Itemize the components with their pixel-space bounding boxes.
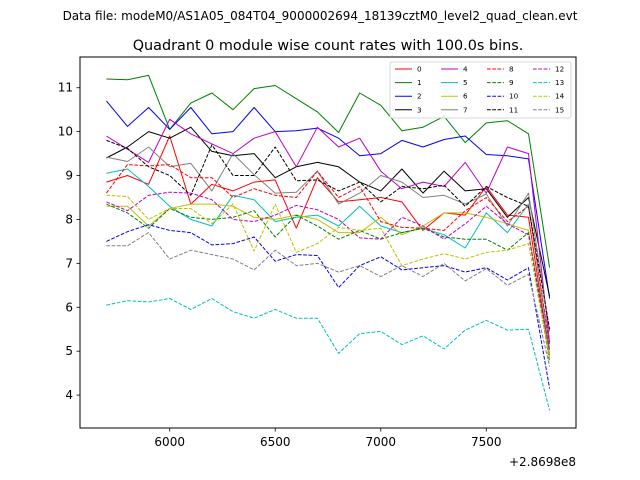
x-tick-label: 7000	[365, 435, 396, 449]
legend-label-9: 9	[509, 78, 514, 87]
series-line-13	[106, 298, 551, 411]
series-line-1	[106, 74, 551, 268]
legend-label-0: 0	[417, 65, 422, 74]
legend-label-6: 6	[463, 92, 468, 101]
series-line-14	[106, 194, 551, 358]
series-line-3	[106, 126, 551, 297]
y-tick-label: 10	[58, 125, 73, 139]
legend-label-15: 15	[555, 105, 564, 114]
series-line-5	[106, 168, 551, 350]
x-axis: 6000 6500 7000 7500	[154, 428, 502, 449]
legend-box	[389, 61, 572, 119]
legend-label-8: 8	[509, 65, 514, 74]
series-line-2	[106, 100, 551, 299]
chart-suptitle: Data file: modeM0/AS1A05_084T04_90000026…	[63, 9, 578, 23]
y-tick-label: 11	[58, 81, 73, 95]
axes-frame	[79, 56, 577, 429]
y-tick-label: 8	[65, 212, 73, 226]
legend-label-10: 10	[509, 92, 519, 101]
y-axis: 4 5 6 7 8 9 10 11	[58, 81, 80, 402]
legend-label-12: 12	[555, 65, 564, 74]
series-line-7	[106, 146, 551, 332]
series-line-15	[106, 232, 551, 367]
x-tick-label: 6000	[154, 435, 185, 449]
x-axis-offset-label: +2.8698e8	[509, 455, 576, 469]
y-tick-label: 7	[65, 256, 73, 270]
legend-label-11: 11	[509, 105, 518, 114]
legend-label-5: 5	[463, 78, 468, 87]
series-line-4	[106, 118, 551, 343]
series-line-9	[106, 203, 551, 363]
x-tick-label: 7500	[471, 435, 502, 449]
y-tick-label: 5	[65, 344, 73, 358]
y-tick-label: 9	[65, 169, 73, 183]
y-tick-label: 6	[65, 300, 73, 314]
series-layer	[105, 74, 551, 411]
legend-label-3: 3	[417, 105, 422, 114]
legend-label-13: 13	[555, 78, 564, 87]
series-line-6	[106, 203, 551, 358]
y-tick-label: 4	[65, 388, 73, 402]
legend-label-2: 2	[417, 92, 422, 101]
legend-label-4: 4	[463, 65, 468, 74]
legend-label-14: 14	[555, 92, 565, 101]
series-line-0	[106, 135, 551, 356]
series-line-8	[105, 164, 551, 345]
x-tick-label: 6500	[260, 435, 291, 449]
series-line-11	[106, 139, 551, 330]
legend-label-1: 1	[417, 78, 422, 87]
series-line-12	[106, 191, 551, 352]
legend-label-7: 7	[463, 105, 468, 114]
series-line-10	[106, 224, 551, 389]
chart-title: Quadrant 0 module wise count rates with …	[133, 38, 524, 54]
